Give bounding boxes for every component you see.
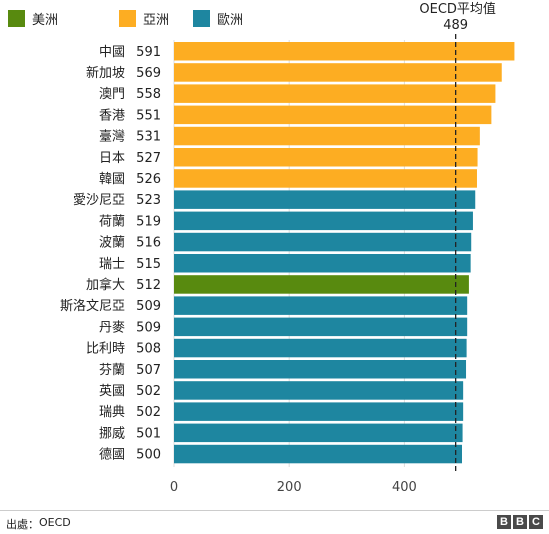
category-label-8: 愛沙尼亞 (73, 193, 125, 208)
category-label-17: 英國 (99, 384, 125, 399)
bbc-logo: B B C (497, 515, 543, 529)
category-labels: 中國 591 新加坡 569 澳門 558 香港 551 臺灣 531 日本 527 韓國 526 愛沙尼亞… (60, 45, 161, 463)
bar-19 (174, 423, 463, 443)
bar-9 (174, 211, 473, 231)
value-label-20: 500 (136, 448, 161, 463)
value-label-16: 507 (136, 363, 161, 378)
category-label-11: 瑞士 (99, 257, 125, 272)
value-label-5: 531 (136, 130, 161, 145)
source-label: 出處： (6, 518, 39, 531)
value-label-1: 591 (136, 45, 161, 60)
value-label-3: 558 (136, 87, 161, 102)
footer-divider (0, 510, 549, 511)
source-value: OECD (39, 516, 71, 529)
x-tick-label-200: 200 (277, 480, 302, 495)
category-label-15: 比利時 (86, 342, 125, 357)
value-label-2: 569 (136, 66, 161, 81)
value-label-19: 501 (136, 426, 161, 441)
category-label-10: 波蘭 (99, 235, 125, 251)
bars (174, 42, 515, 464)
bar-18 (174, 402, 464, 421)
legend-swatch-americas (8, 10, 25, 27)
bar-10 (174, 232, 472, 252)
category-label-19: 挪威 (99, 426, 125, 441)
bar-5 (174, 126, 480, 146)
x-axis-ticks: 0 200 400 (170, 480, 417, 495)
legend-label-europe: 歐洲 (217, 13, 243, 28)
bar-8 (174, 190, 476, 209)
legend-swatch-asia (119, 10, 136, 27)
bar-3 (174, 84, 496, 103)
value-label-13: 509 (136, 299, 161, 314)
category-label-7: 韓國 (99, 172, 125, 187)
legend-swatch-europe (193, 10, 210, 27)
category-label-20: 德國 (99, 448, 125, 463)
x-tick-label-400: 400 (392, 480, 417, 495)
category-label-18: 瑞典 (99, 405, 125, 420)
bar-7 (174, 169, 477, 188)
category-label-5: 臺灣 (99, 130, 125, 145)
value-label-4: 551 (136, 108, 161, 123)
oecd-average-value: 489 (443, 18, 468, 33)
legend-label-asia: 亞洲 (143, 13, 169, 28)
category-label-1: 中國 (99, 45, 125, 60)
value-label-10: 516 (136, 236, 161, 251)
x-tick-label-0: 0 (170, 480, 178, 495)
value-label-15: 508 (136, 342, 161, 357)
value-label-14: 509 (136, 320, 161, 335)
category-label-16: 芬蘭 (99, 362, 125, 378)
bar-6 (174, 148, 478, 167)
bar-20 (174, 444, 462, 464)
bbc-logo-letter-3: C (529, 515, 543, 529)
bbc-logo-letter-2: B (513, 515, 527, 529)
category-label-9: 荷蘭 (99, 213, 125, 229)
value-label-11: 515 (136, 257, 161, 272)
category-label-2: 新加坡 (86, 65, 125, 81)
legend: 美洲 亞洲 歐洲 (8, 10, 243, 28)
bar-2 (174, 63, 502, 82)
value-label-7: 526 (136, 172, 161, 187)
bar-16 (174, 360, 467, 379)
category-label-6: 日本 (99, 151, 125, 166)
legend-label-americas: 美洲 (32, 13, 58, 28)
category-label-3: 澳門 (99, 86, 125, 102)
bar-1 (174, 42, 515, 61)
source-note: 出處： OECD (6, 516, 71, 532)
bar-14 (174, 317, 468, 337)
value-label-6: 527 (136, 151, 161, 166)
bar-4 (174, 105, 492, 125)
value-label-18: 502 (136, 405, 161, 420)
category-label-13: 斯洛文尼亞 (60, 299, 125, 314)
bar-13 (174, 296, 468, 315)
value-label-9: 519 (136, 214, 161, 229)
bar-12 (174, 275, 469, 294)
value-label-17: 502 (136, 384, 161, 399)
value-label-12: 512 (136, 278, 161, 293)
category-label-14: 丹麥 (99, 319, 125, 335)
bbc-logo-letter-1: B (497, 515, 511, 529)
oecd-average-label: OECD平均值 (419, 1, 496, 17)
bar-15 (174, 338, 467, 358)
category-label-12: 加拿大 (86, 277, 125, 293)
bar-17 (174, 381, 464, 400)
value-label-8: 523 (136, 193, 161, 208)
bar-11 (174, 254, 471, 273)
category-label-4: 香港 (99, 108, 125, 123)
